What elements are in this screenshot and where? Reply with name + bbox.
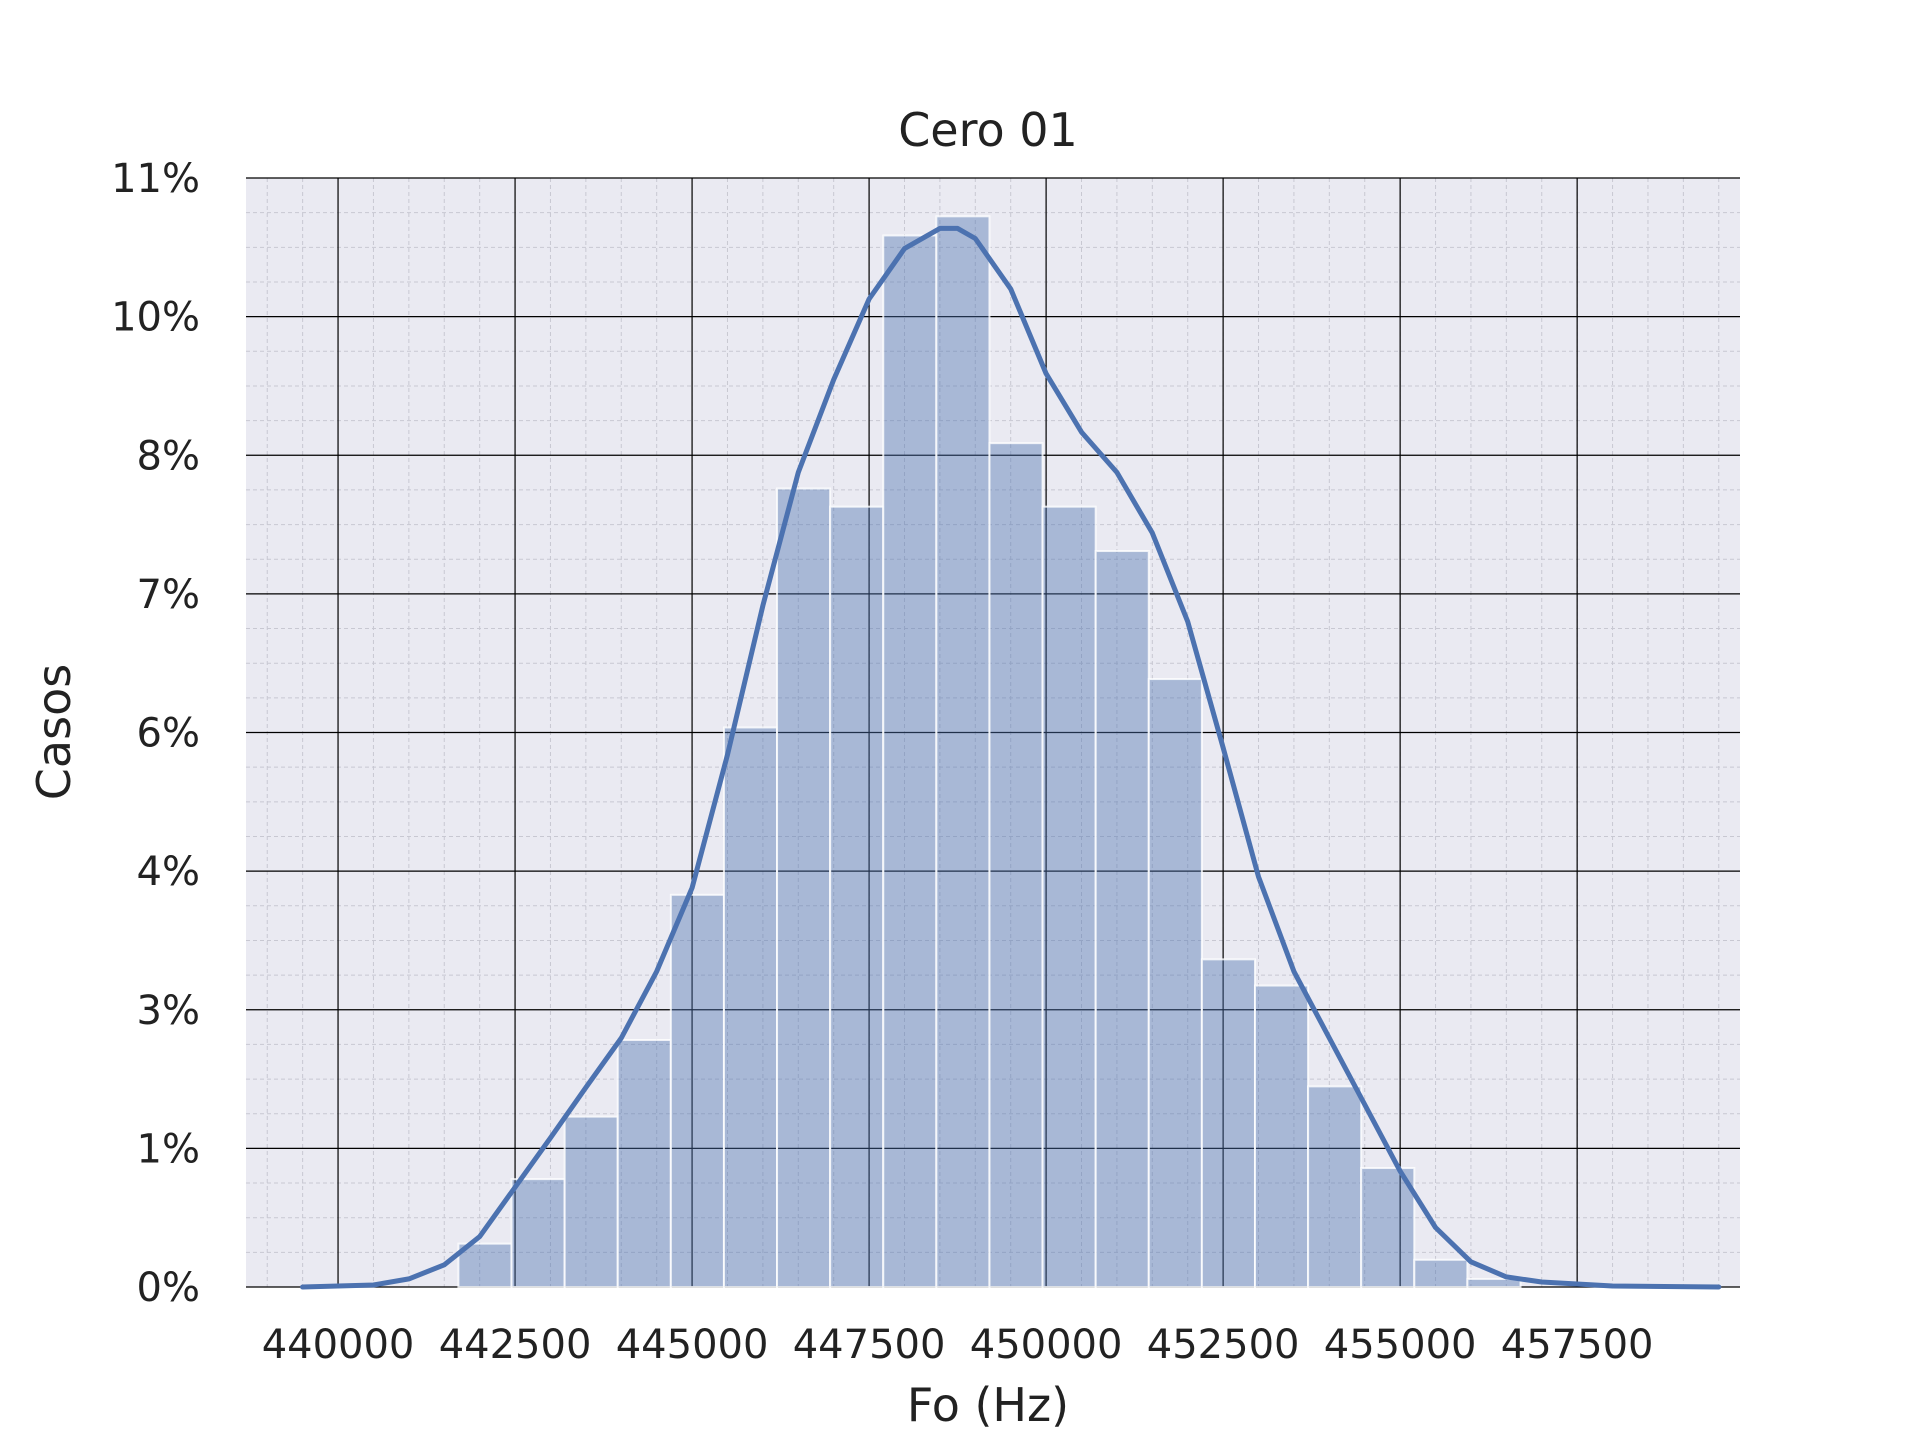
- x-tick-label: 447500: [793, 1322, 946, 1368]
- y-tick-label: 4%: [137, 849, 200, 895]
- histogram-bar: [1413, 1258, 1469, 1288]
- histogram-bar: [1041, 505, 1097, 1288]
- x-tick-label: 457500: [1501, 1322, 1654, 1368]
- histogram-bar: [1253, 984, 1310, 1288]
- x-axis-label: Fo (Hz): [907, 1378, 1069, 1432]
- histogram-bar: [776, 487, 832, 1288]
- y-axis-ticks: 0% 1% 3% 4% 6% 7% 8% 10% 11%: [111, 156, 200, 1311]
- histogram-bar: [457, 1242, 513, 1289]
- histogram-bar: [722, 726, 779, 1288]
- x-tick-label: 445000: [616, 1322, 769, 1368]
- histogram-bar: [1200, 958, 1256, 1288]
- y-tick-label: 7%: [137, 572, 200, 618]
- histogram-bar: [1307, 1085, 1363, 1289]
- histogram-bar: [510, 1178, 566, 1288]
- histogram-bars: [457, 215, 1522, 1289]
- y-tick-label: 11%: [111, 156, 200, 202]
- histogram-bar: [882, 234, 938, 1289]
- x-tick-label: 442500: [439, 1322, 592, 1368]
- histogram-bar: [616, 1038, 672, 1289]
- y-tick-label: 10%: [111, 295, 200, 341]
- kde-curve: [300, 225, 1722, 1290]
- histogram-bar: [1094, 550, 1150, 1288]
- y-tick-label: 0%: [137, 1265, 200, 1311]
- y-axis-label: Casos: [27, 664, 81, 800]
- histogram-bar: [935, 215, 991, 1288]
- y-tick-label: 3%: [137, 988, 200, 1034]
- histogram-bar: [669, 893, 725, 1288]
- histogram-bar: [1360, 1167, 1416, 1288]
- histogram-bar: [829, 505, 885, 1288]
- histogram-bar: [1147, 678, 1203, 1288]
- x-tick-label: 440000: [262, 1322, 415, 1368]
- y-tick-label: 8%: [137, 433, 200, 479]
- histogram-bar: [988, 442, 1044, 1289]
- chart-title: Cero 01: [898, 103, 1078, 157]
- x-tick-label: 452500: [1147, 1322, 1300, 1368]
- x-tick-label: 450000: [970, 1322, 1123, 1368]
- histogram-bar: [563, 1115, 619, 1289]
- y-tick-label: 6%: [137, 711, 200, 757]
- x-axis-ticks: 440000 442500 445000 447500 450000 452500 4550…: [262, 1322, 1654, 1368]
- x-tick-label: 455000: [1324, 1322, 1477, 1368]
- y-tick-label: 1%: [137, 1126, 200, 1172]
- histogram-bar: [1466, 1277, 1522, 1289]
